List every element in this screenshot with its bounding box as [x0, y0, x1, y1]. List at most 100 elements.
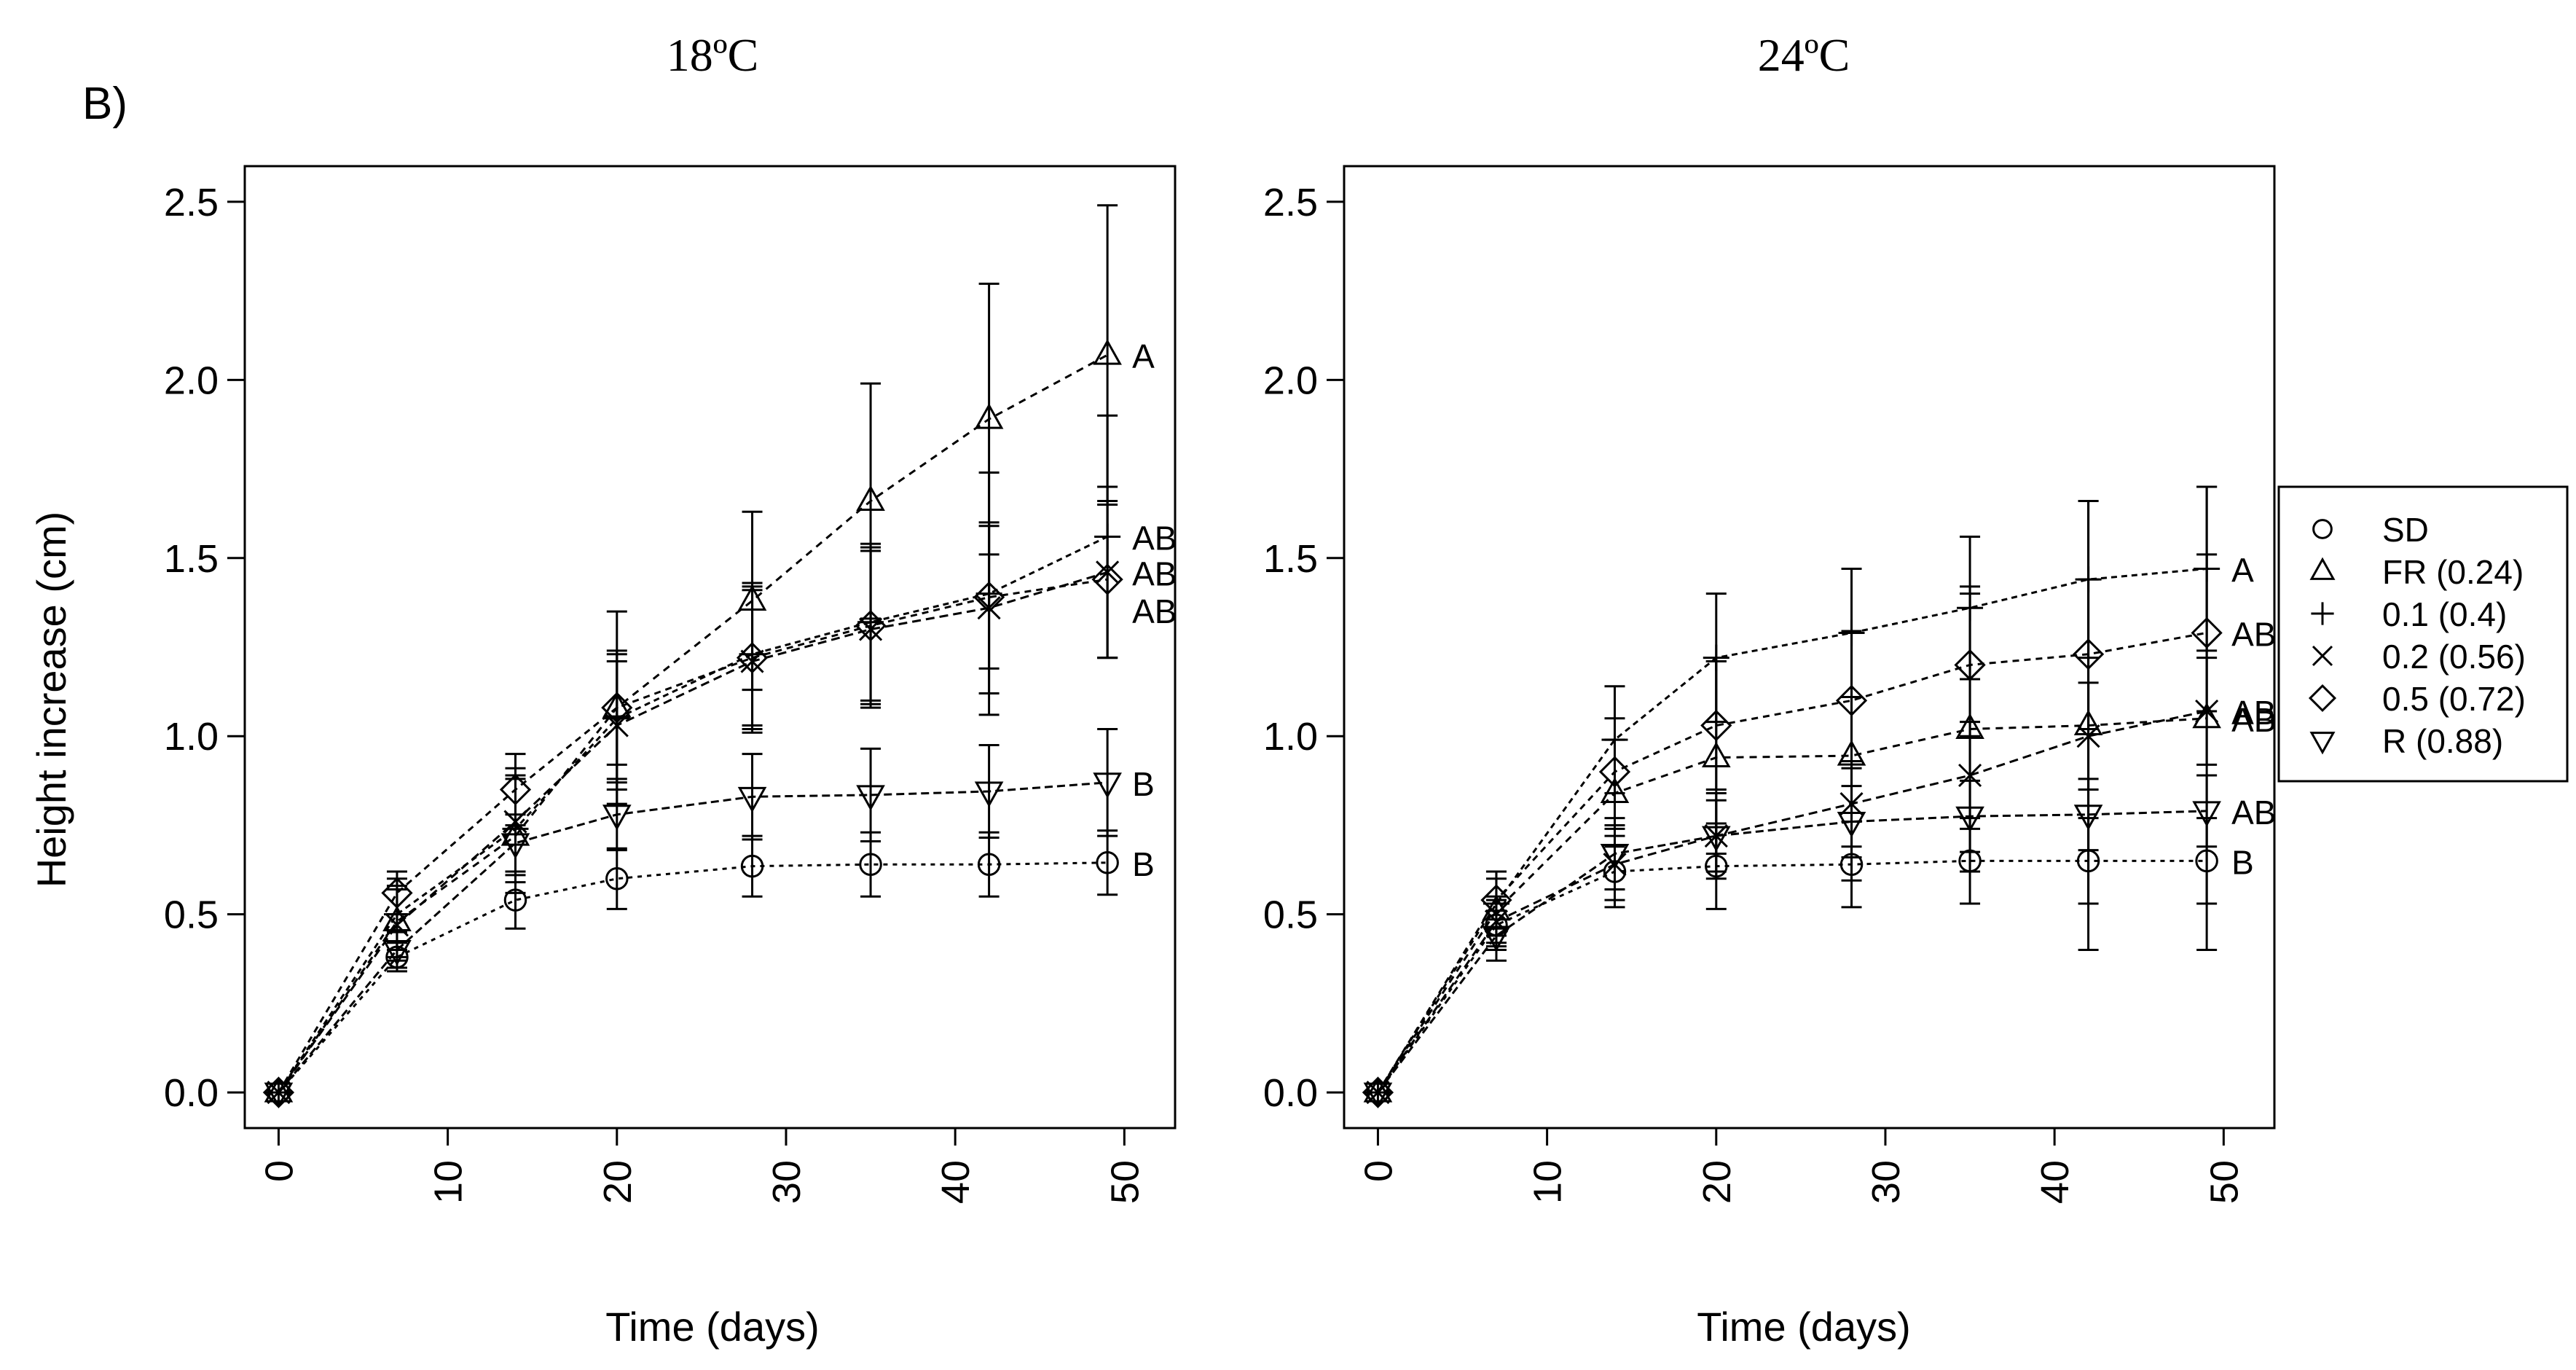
series-line	[1377, 810, 2207, 1094]
error-bar	[2078, 578, 2099, 730]
error-bar	[1960, 779, 1981, 853]
data-point	[856, 785, 885, 811]
error-bar	[1705, 660, 1727, 791]
data-point	[1096, 851, 1119, 874]
x-axis-label: Time (days)	[605, 1304, 820, 1350]
error-bar	[1097, 727, 1118, 837]
circle-marker-icon	[2312, 519, 2333, 539]
data-point	[499, 773, 532, 806]
data-point	[1837, 812, 1866, 838]
series-0-1-0-4	[265, 414, 1121, 1106]
data-point	[973, 581, 1005, 614]
data-point	[2191, 616, 2223, 649]
x-tick-label: 0	[257, 1160, 301, 1182]
error-bar	[1097, 829, 1118, 896]
error-bar	[606, 778, 627, 852]
legend-label: FR (0.24)	[2382, 553, 2524, 591]
legend-label: R (0.88)	[2382, 722, 2503, 760]
error-bar	[742, 585, 763, 730]
x-tick-label: 10	[427, 1160, 471, 1204]
series-r-0-88	[1363, 774, 2221, 1108]
y-tick-label: 2.0	[164, 359, 219, 402]
series-line	[278, 578, 1108, 1093]
y-tick-label: 1.0	[164, 715, 219, 759]
y-tick-label: 0.5	[164, 893, 219, 937]
data-point	[1093, 339, 1122, 365]
significance-label: AB	[2231, 701, 2276, 739]
plot-frame	[1343, 165, 2276, 1130]
significance-label: AB	[1132, 592, 1177, 630]
data-point	[1835, 684, 1868, 716]
legend-label: 0.1 (0.4)	[2382, 595, 2507, 633]
significance-label: B	[1132, 765, 1155, 803]
y-tick-label: 2.5	[1263, 181, 1318, 224]
data-point	[2073, 805, 2103, 831]
data-point	[974, 403, 1004, 429]
plot-frame	[243, 165, 1177, 1130]
x-axis-label: Time (days)	[1697, 1304, 1911, 1350]
significance-label: AB	[2231, 794, 2276, 831]
data-point	[1958, 763, 1982, 788]
data-point	[1363, 1082, 1393, 1108]
legend: SD FR (0.24) 0.1 (0.4) 0.2 (0.56) 0.5 (0.72)…	[2277, 485, 2569, 783]
data-point	[1600, 844, 1630, 870]
series-line	[278, 353, 1108, 1093]
y-tick-label: 1.5	[164, 537, 219, 581]
error-bar	[1960, 592, 1981, 737]
series-line	[278, 861, 1108, 1094]
data-point	[856, 485, 885, 512]
x-tick-label: 30	[765, 1160, 809, 1204]
data-point	[500, 833, 530, 859]
triangle-up-marker-icon	[2309, 557, 2336, 580]
data-point	[859, 853, 882, 876]
series-0-5-0-72	[1362, 553, 2223, 1108]
series-line	[1377, 717, 2207, 1093]
y-tick-label: 1.0	[1263, 715, 1318, 759]
y-tick-label: 0.0	[1263, 1071, 1318, 1115]
significance-label: B	[2231, 843, 2254, 881]
legend-item: SD	[2312, 511, 2429, 549]
x-tick-label: 50	[1103, 1160, 1147, 1204]
x-tick-label: 30	[1864, 1160, 1908, 1204]
error-bar	[606, 847, 627, 910]
x-tick-label: 10	[1526, 1160, 1570, 1204]
triangle-down-marker-icon	[2309, 732, 2336, 755]
error-bar	[978, 525, 1000, 670]
y-tick-label: 0.0	[164, 1071, 219, 1115]
y-tick-label: 1.5	[1263, 537, 1318, 581]
data-point	[381, 877, 413, 909]
error-bar	[1097, 500, 1118, 659]
legend-label: 0.5 (0.72)	[2382, 680, 2526, 718]
significance-label: AB	[2231, 615, 2276, 653]
error-bar	[978, 743, 1000, 839]
x-tick-label: 40	[934, 1160, 978, 1204]
significance-label: B	[1132, 845, 1155, 883]
chart-24c: 24ºC Time (days) 0.0 0.5 1.0 1.5 2.0 2.5 0 10 20…	[1263, 29, 2277, 1350]
error-bar	[2078, 778, 2099, 852]
data-point	[1598, 756, 1631, 788]
error-bar	[1705, 799, 1727, 873]
series-line	[278, 536, 1108, 1093]
cross-marker-icon	[2312, 645, 2333, 667]
data-point	[601, 692, 633, 724]
legend-item: 0.5 (0.72)	[2308, 680, 2526, 718]
series-line	[1377, 710, 2207, 1093]
chart-title: 24ºC	[1758, 29, 1850, 81]
x-tick-label: 50	[2202, 1160, 2246, 1204]
series-0-5-0-72	[262, 500, 1123, 1108]
data-point	[974, 781, 1004, 807]
legend-item: FR (0.24)	[2309, 553, 2524, 591]
significance-label: A	[1132, 337, 1155, 375]
data-point	[605, 867, 629, 890]
data-point	[1701, 826, 1731, 852]
data-point	[737, 786, 767, 813]
data-point	[740, 854, 764, 878]
chart-18c: 18ºC Time (days) Height increase (cm) 0.…	[28, 29, 1177, 1350]
data-point	[1091, 563, 1123, 595]
data-point	[2072, 638, 2105, 670]
diamond-marker-icon	[2308, 684, 2337, 713]
error-bar	[606, 649, 627, 766]
error-bar	[1604, 817, 1625, 890]
error-bar	[1841, 631, 1862, 770]
